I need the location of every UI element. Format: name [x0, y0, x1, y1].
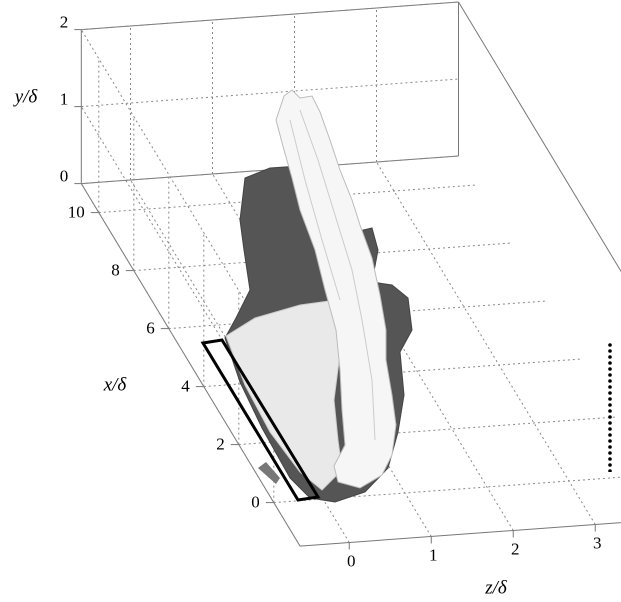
isosurfaces: [225, 90, 412, 502]
z-tick-label: 0: [347, 551, 356, 570]
grid-line: [377, 162, 596, 525]
x-tick-label: 10: [68, 203, 85, 222]
x-tick-label: 4: [181, 377, 190, 396]
z-tick-label: 2: [511, 539, 520, 558]
x-tick-label: 6: [146, 319, 155, 338]
x-tick-label: 0: [251, 493, 260, 512]
y-tick-label: 1: [60, 90, 69, 109]
y-tick-label: 0: [60, 167, 69, 186]
chart: 0 2 4 6 8 10 0 1 2 3 0 1 2 x/δ y/δ z/δ: [0, 0, 621, 602]
z-axis-label: z/δ: [484, 577, 508, 598]
y-axis-label: y/δ: [13, 86, 39, 107]
grid-line: [81, 79, 458, 107]
box-edge: [300, 519, 621, 547]
x-tick-label: 8: [111, 261, 120, 280]
x-tick-label: 2: [216, 435, 225, 454]
dot-column: [608, 342, 612, 472]
y-tick-label: 2: [60, 13, 69, 32]
x-axis-label: x/δ: [103, 374, 128, 395]
dots: [608, 342, 612, 472]
z-tick-label: 3: [593, 533, 602, 552]
box-edge: [459, 2, 621, 365]
z-tick-label: 1: [429, 545, 438, 564]
